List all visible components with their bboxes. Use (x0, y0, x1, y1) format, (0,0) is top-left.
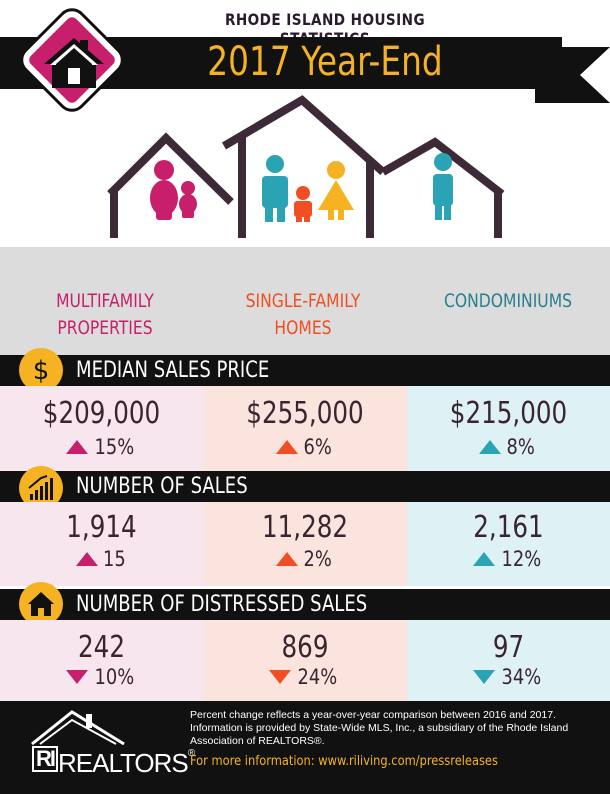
up-arrow-icon (275, 440, 298, 454)
down-arrow-icon (65, 670, 88, 684)
stat-change-value: 12% (501, 547, 541, 571)
stat-change: 6% (203, 434, 407, 459)
stat-value: 242 (78, 630, 125, 665)
stat-change-value: 2% (303, 547, 332, 571)
category-line: HOMES (274, 317, 332, 339)
ri-logo-box: RI (32, 746, 58, 772)
category-condominiums: CONDOMINIUMS (426, 288, 590, 315)
stat-change-value: 24% (297, 665, 338, 689)
cell-multifamily-price: $209,000 15% (0, 386, 203, 471)
stat-change: 34% (407, 664, 610, 689)
stat-value: 11,282 (261, 510, 349, 545)
up-arrow-icon (472, 552, 495, 566)
section-label: MEDIAN SALES PRICE (76, 358, 270, 383)
section-bar-median-price: MEDIAN SALES PRICE (0, 355, 610, 386)
stat-change: 10% (0, 664, 203, 689)
up-arrow-icon (479, 440, 502, 454)
cell-multifamily-distressed: 242 10% (0, 620, 203, 701)
stat-change-value: 15% (94, 435, 134, 459)
cell-condominiums-distressed: 97 34% (407, 620, 610, 701)
house-logo-icon (44, 38, 104, 88)
stat-change: 15% (0, 434, 203, 459)
cell-single-family-distressed: 869 24% (203, 620, 407, 701)
realtors-logo-text: REALTORS® (58, 748, 195, 779)
stat-change: 15 (0, 546, 203, 571)
category-band (0, 247, 610, 355)
category-line: MULTIFAMILY (56, 290, 154, 312)
stat-change-value: 6% (303, 435, 332, 459)
families-illustration (107, 95, 505, 238)
cell-multifamily-sales: 1,914 15 (0, 502, 203, 586)
page-title: 2017 Year-End (207, 39, 443, 85)
stat-change: 8% (407, 434, 610, 459)
stat-change-value: 15 (102, 547, 126, 571)
stat-change: 12% (407, 546, 610, 571)
stat-value: 1,914 (66, 510, 137, 545)
cell-condominiums-sales: 2,161 12% (407, 502, 610, 586)
svg-text:$: $ (33, 356, 50, 386)
footer (0, 701, 610, 794)
stat-change-value: 10% (94, 665, 134, 689)
stat-value: 97 (492, 630, 525, 665)
footer-note: Percent change reflects a year-over-year… (190, 709, 569, 747)
down-arrow-icon (269, 670, 292, 684)
category-line: SINGLE-FAMILY (245, 290, 361, 312)
category-single-family: SINGLE-FAMILY HOMES (221, 288, 385, 342)
category-line: PROPERTIES (57, 317, 153, 339)
stat-change-value: 8% (506, 435, 536, 459)
up-arrow-icon (275, 552, 298, 566)
realtors-word: REALTORS (58, 748, 189, 778)
up-arrow-icon (75, 552, 98, 566)
more-info-link[interactable]: For more information: www.riliving.com/p… (190, 754, 498, 769)
category-line: CONDOMINIUMS (443, 290, 573, 312)
cell-single-family-price: $255,000 6% (203, 386, 407, 471)
ri-realtors-roof-logo (31, 710, 125, 746)
category-multifamily: MULTIFAMILY PROPERTIES (23, 288, 187, 342)
down-arrow-icon (472, 670, 495, 684)
stat-change: 24% (203, 664, 407, 689)
cell-condominiums-price: $215,000 8% (407, 386, 610, 471)
house-icon (19, 582, 63, 626)
section-bar-number-sales: NUMBER OF SALES (0, 471, 610, 502)
section-bar-distressed-sales: NUMBER OF DISTRESSED SALES (0, 589, 610, 620)
stat-value: $209,000 (42, 396, 161, 431)
stat-value: $215,000 (449, 396, 568, 431)
stat-value: 869 (281, 630, 329, 665)
dollar-icon: $ (19, 348, 63, 392)
cell-single-family-sales: 11,282 2% (203, 502, 407, 586)
section-label: NUMBER OF SALES (76, 474, 248, 499)
stat-change-value: 34% (501, 665, 541, 689)
stat-change: 2% (203, 546, 407, 571)
section-label: NUMBER OF DISTRESSED SALES (76, 592, 368, 617)
registered-mark: ® (187, 748, 195, 759)
stat-value: $255,000 (246, 396, 364, 431)
up-arrow-icon (65, 440, 88, 454)
stat-value: 2,161 (473, 510, 544, 545)
